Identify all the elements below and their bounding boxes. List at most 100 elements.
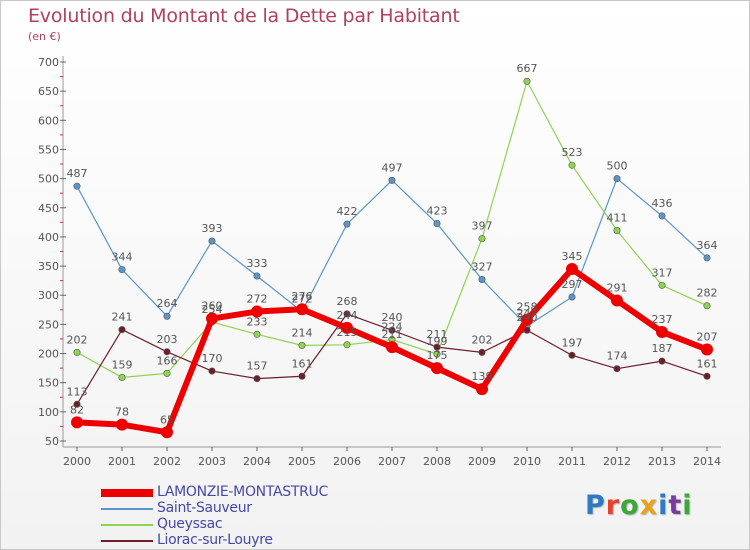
y-tick-label: 100 [38, 406, 59, 419]
data-label: 393 [202, 222, 223, 235]
legend-swatch [101, 524, 153, 526]
y-tick-label: 500 [38, 173, 59, 186]
data-label: 233 [247, 315, 268, 328]
y-tick-label: 300 [38, 289, 59, 302]
y-tick-label: 650 [38, 85, 59, 98]
x-tick-label: 2000 [63, 455, 91, 468]
data-point [613, 175, 621, 183]
data-label: 157 [247, 360, 268, 373]
data-label: 291 [607, 281, 628, 294]
y-tick-label: 150 [38, 377, 59, 390]
data-label: 224 [382, 321, 403, 334]
data-label: 202 [472, 333, 493, 346]
y-tick-label: 450 [38, 202, 59, 215]
data-label: 113 [67, 385, 88, 398]
data-label: 197 [562, 336, 583, 349]
proxiti-logo: Proxiti [585, 490, 693, 521]
legend-swatch [101, 508, 153, 510]
data-point [118, 373, 126, 381]
data-label: 215 [337, 326, 358, 339]
data-label: 170 [202, 352, 223, 365]
data-point [341, 321, 353, 334]
data-label: 423 [427, 205, 448, 218]
chart-unit-label: (en €) [28, 30, 61, 43]
data-point [206, 312, 218, 325]
data-point [208, 237, 216, 245]
data-point [116, 418, 128, 431]
data-point [613, 227, 621, 235]
data-label: 82 [70, 403, 84, 416]
x-tick-label: 2001 [108, 455, 136, 468]
data-point [568, 161, 576, 169]
data-point [703, 254, 711, 262]
data-point [298, 372, 306, 380]
data-label: 344 [112, 251, 133, 264]
data-point [163, 312, 171, 320]
data-label: 411 [607, 212, 628, 225]
x-tick-label: 2013 [648, 455, 676, 468]
data-point [73, 182, 81, 190]
data-point [658, 357, 666, 365]
x-tick-label: 2003 [198, 455, 226, 468]
data-point [476, 383, 488, 396]
data-label: 207 [697, 330, 718, 343]
data-label: 240 [517, 311, 538, 324]
x-tick-label: 2011 [558, 455, 586, 468]
data-label: 161 [292, 357, 313, 370]
data-label: 161 [697, 357, 718, 370]
data-label: 523 [562, 146, 583, 159]
data-point [163, 369, 171, 377]
x-tick-label: 2002 [153, 455, 181, 468]
data-label: 264 [157, 297, 178, 310]
data-label: 497 [382, 161, 403, 174]
data-point [658, 281, 666, 289]
data-point [343, 341, 351, 349]
data-label: 258 [517, 301, 538, 314]
data-point [388, 176, 396, 184]
data-point [118, 266, 126, 274]
data-point [73, 348, 81, 356]
data-point [566, 262, 578, 275]
legend-label: Saint-Sauveur [157, 500, 252, 516]
x-tick-label: 2008 [423, 455, 451, 468]
x-tick-label: 2004 [243, 455, 271, 468]
data-point [73, 400, 81, 408]
legend-label: Liorac-sur-Louyre [157, 532, 273, 548]
data-label: 241 [112, 311, 133, 324]
data-point [523, 326, 531, 334]
y-tick-label: 50 [45, 435, 59, 448]
data-point [613, 365, 621, 373]
y-tick-label: 700 [38, 56, 59, 69]
data-label: 211 [382, 328, 403, 341]
data-label: 282 [697, 287, 718, 300]
data-point [163, 348, 171, 356]
data-label: 297 [562, 278, 583, 291]
data-point [478, 348, 486, 356]
x-tick-label: 2010 [513, 455, 541, 468]
chart-series [71, 77, 713, 439]
data-label: 260 [202, 300, 223, 313]
data-label: 139 [472, 370, 493, 383]
x-tick-label: 2009 [468, 455, 496, 468]
data-point [431, 362, 443, 375]
data-point [386, 341, 398, 354]
data-label: 317 [652, 266, 673, 279]
data-label: 268 [337, 295, 358, 308]
data-point [478, 235, 486, 243]
data-label: 500 [607, 160, 628, 173]
data-label: 333 [247, 257, 268, 270]
y-tick-label: 400 [38, 231, 59, 244]
data-point [656, 325, 668, 338]
data-point [611, 294, 623, 307]
data-point [703, 372, 711, 380]
data-label: 78 [115, 406, 129, 419]
legend-label: Queyssac [157, 516, 223, 532]
data-point [523, 77, 531, 85]
data-point [253, 272, 261, 280]
data-label: 203 [157, 333, 178, 346]
legend-swatch [101, 489, 153, 497]
data-label: 202 [67, 333, 88, 346]
legend-label: LAMONZIE-MONTASTRUC [157, 484, 328, 500]
